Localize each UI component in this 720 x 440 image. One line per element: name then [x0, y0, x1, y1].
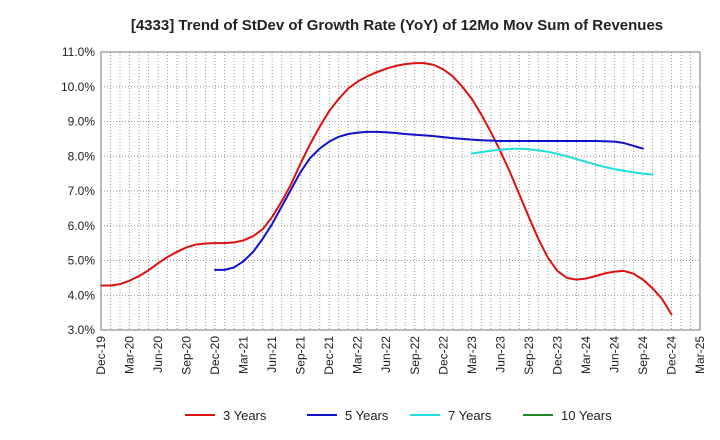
series-line-7-years — [470, 147, 654, 176]
x-tick-label: Mar-24 — [579, 336, 593, 374]
x-tick-label: Dec-22 — [436, 336, 450, 375]
axes — [100, 51, 701, 331]
x-tick-label: Sep-22 — [408, 336, 422, 375]
plot-border — [100, 51, 701, 331]
y-tick-label: 6.0% — [68, 219, 96, 233]
y-axis-labels: 3.0% 4.0% 5.0% 6.0% 7.0% 8.0% 9.0% 10.0% 11.0% — [61, 45, 95, 337]
y-tick-label: 5.0% — [68, 254, 96, 268]
chart-title: [4333] Trend of StDev of Growth Rate (Yo… — [131, 17, 663, 34]
x-tick-label: Dec-20 — [208, 336, 222, 375]
y-tick-label: 9.0% — [68, 115, 96, 129]
x-tick-label: Dec-23 — [550, 336, 564, 375]
y-tick-label: 8.0% — [68, 149, 96, 163]
x-tick-label: Jun-24 — [607, 336, 621, 373]
x-tick-label: Sep-23 — [522, 336, 536, 375]
legend: 3 Years 5 Years 7 Years 10 Years — [185, 408, 612, 423]
x-tick-label: Mar-22 — [351, 336, 365, 374]
x-tick-label: Sep-20 — [180, 336, 194, 375]
y-tick-label: 4.0% — [68, 288, 96, 302]
series-lines — [100, 62, 673, 316]
plot-area — [101, 52, 700, 330]
y-tick-label: 7.0% — [68, 184, 96, 198]
x-tick-label: Jun-23 — [493, 336, 507, 373]
x-tick-label: Jun-22 — [379, 336, 393, 373]
legend-label-7-years: 7 Years — [448, 408, 492, 423]
x-tick-label: Mar-21 — [237, 336, 251, 374]
legend-label-10-years: 10 Years — [561, 408, 612, 423]
x-tick-label: Dec-19 — [94, 336, 108, 375]
y-tick-label: 11.0% — [62, 45, 95, 59]
legend-label-5-years: 5 Years — [345, 408, 389, 423]
plot-background — [101, 52, 700, 330]
x-tick-label: Sep-21 — [294, 336, 308, 375]
y-tick-label: 3.0% — [68, 323, 96, 337]
x-tick-label: Dec-21 — [322, 336, 336, 375]
x-tick-label: Jun-20 — [151, 336, 165, 373]
x-tick-label: Dec-24 — [664, 336, 678, 375]
x-tick-label: Mar-20 — [123, 336, 137, 374]
grid — [101, 52, 700, 330]
x-axis-labels: Dec-19 Mar-20 Jun-20 Sep-20 Dec-20 Mar-21 Jun-… — [94, 336, 707, 375]
x-tick-label: Sep-24 — [636, 336, 650, 375]
x-tick-label: Jun-21 — [265, 336, 279, 373]
x-tick-label: Mar-25 — [693, 336, 707, 374]
legend-label-3-years: 3 Years — [223, 408, 267, 423]
series-line-5-years — [214, 130, 644, 271]
y-tick-label: 10.0% — [61, 80, 95, 94]
x-tick-label: Mar-23 — [465, 336, 479, 374]
series-line-3-years — [100, 62, 673, 316]
